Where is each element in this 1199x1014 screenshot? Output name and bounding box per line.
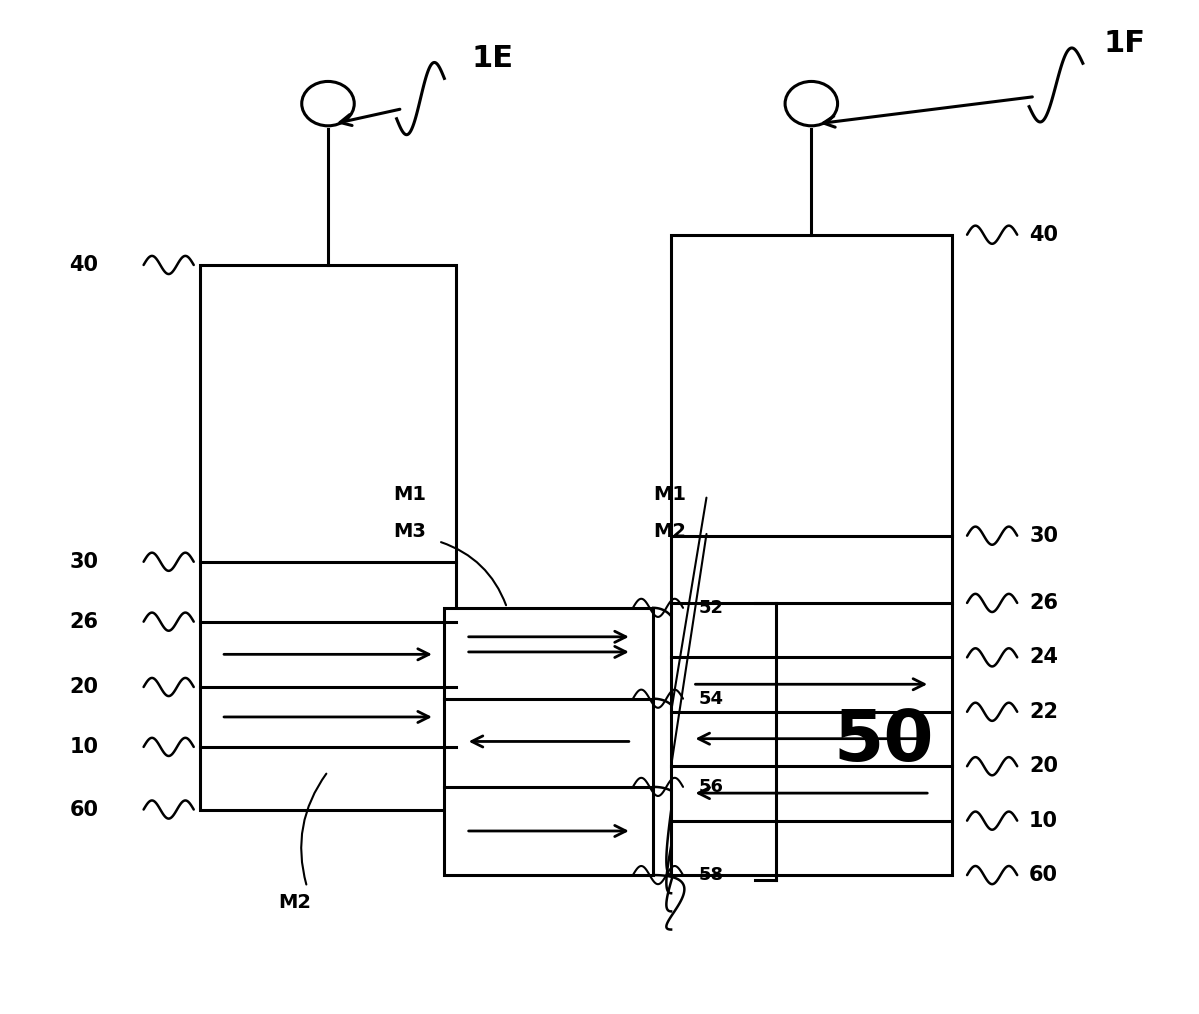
Text: M1: M1 <box>653 486 686 504</box>
Text: 26: 26 <box>1029 593 1059 612</box>
Text: M2: M2 <box>653 521 686 540</box>
Text: M3: M3 <box>393 521 427 540</box>
Bar <box>671 234 952 875</box>
Text: 56: 56 <box>699 778 723 796</box>
Bar <box>200 265 457 809</box>
Text: 1F: 1F <box>1103 28 1145 58</box>
Text: 54: 54 <box>699 690 723 708</box>
Text: 30: 30 <box>1029 525 1059 546</box>
Text: 22: 22 <box>1029 702 1059 722</box>
Text: 10: 10 <box>70 737 98 756</box>
Text: 24: 24 <box>1029 647 1059 667</box>
Text: 50: 50 <box>833 707 934 776</box>
Text: 40: 40 <box>1029 225 1059 244</box>
Text: 60: 60 <box>70 799 98 819</box>
Text: M2: M2 <box>278 892 312 912</box>
Text: M1: M1 <box>393 486 427 504</box>
Text: 26: 26 <box>70 611 98 632</box>
Text: 10: 10 <box>1029 810 1059 830</box>
Text: 30: 30 <box>70 552 98 572</box>
Text: 52: 52 <box>699 599 723 617</box>
Text: 58: 58 <box>699 866 724 884</box>
Text: 20: 20 <box>1029 756 1059 777</box>
Bar <box>445 607 653 875</box>
Text: 40: 40 <box>70 255 98 275</box>
Text: 1E: 1E <box>471 44 513 73</box>
Text: 60: 60 <box>1029 865 1059 885</box>
Text: 20: 20 <box>70 677 98 697</box>
